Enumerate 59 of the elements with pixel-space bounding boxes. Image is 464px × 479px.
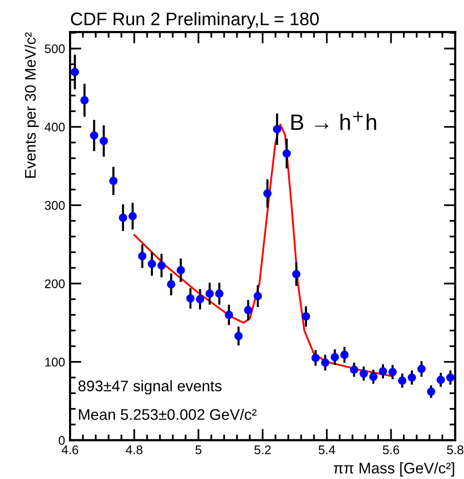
- point: [330, 353, 339, 362]
- point: [254, 292, 262, 300]
- x-tick-label: 4.8: [126, 445, 142, 454]
- point: [224, 310, 234, 320]
- y-tick-label: 200: [44, 279, 65, 288]
- y-tick-label: 500: [44, 44, 65, 54]
- point: [157, 261, 166, 270]
- annotation: 893±47 signal events: [78, 380, 222, 394]
- y-tick-label: 0: [58, 436, 65, 445]
- x-tick-label: 5: [195, 446, 202, 454]
- point: [244, 306, 252, 314]
- point: [186, 294, 195, 303]
- annotation: Mean 5.253±0.002 GeV/c²: [79, 408, 257, 420]
- point: [272, 125, 282, 134]
- point: [398, 376, 406, 385]
- point: [100, 136, 108, 146]
- point: [369, 372, 378, 381]
- point: [206, 290, 214, 298]
- point: [350, 366, 358, 374]
- point: [138, 252, 146, 260]
- point: [378, 367, 388, 376]
- point: [118, 214, 128, 222]
- point: [176, 266, 185, 274]
- point: [292, 270, 300, 278]
- point: [321, 358, 330, 367]
- point: [282, 149, 291, 158]
- point: [388, 368, 397, 376]
- point: [408, 373, 416, 382]
- annotation: B → h$^{+}$h: [291, 112, 376, 130]
- point: [417, 364, 426, 374]
- x-tick-label: 5.6: [382, 445, 400, 454]
- point: [70, 68, 80, 76]
- y-axis-title: Events per 30 MeV/c²: [24, 32, 39, 178]
- point: [234, 332, 243, 340]
- point: [128, 212, 137, 220]
- x-tick-label: 4.6: [62, 445, 78, 454]
- point: [148, 260, 156, 268]
- point: [311, 354, 320, 362]
- point: [302, 312, 310, 321]
- point: [196, 295, 204, 304]
- y-tick-label: 400: [44, 122, 65, 132]
- point: [436, 376, 445, 384]
- x-axis-title: ππ Mass [GeV/c²]: [334, 462, 454, 477]
- y-tick-label: 300: [44, 201, 65, 210]
- point: [109, 176, 118, 186]
- point: [90, 131, 98, 140]
- point: [340, 350, 349, 359]
- point: [263, 189, 272, 198]
- x-tick-label: 5.2: [254, 445, 271, 454]
- x-tick-label: 5.4: [318, 446, 336, 454]
- y-tick-label: 100: [45, 358, 65, 367]
- point: [426, 387, 436, 396]
- point: [215, 290, 224, 298]
- chart-title: CDF Run 2 Preliminary,L = 180: [70, 12, 319, 29]
- x-tick-label: 5.8: [446, 445, 464, 454]
- point: [446, 373, 455, 382]
- point: [80, 96, 89, 104]
- point: [166, 280, 176, 288]
- point: [360, 369, 368, 378]
